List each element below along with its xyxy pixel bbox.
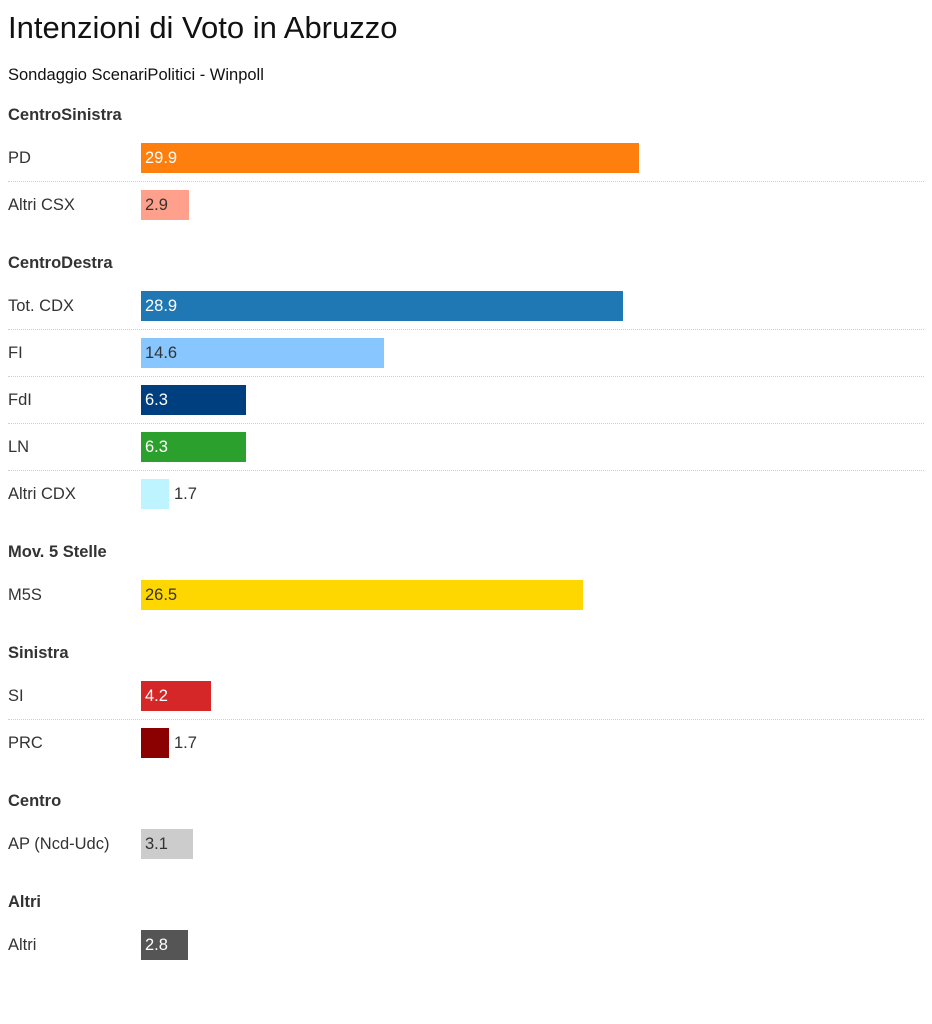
row-divider xyxy=(8,470,924,471)
chart-subtitle: Sondaggio ScenariPolitici - Winpoll xyxy=(8,66,264,84)
category-label: M5S xyxy=(8,586,42,604)
row-divider xyxy=(8,376,924,377)
chart-title: Intenzioni di Voto in Abruzzo xyxy=(8,10,398,45)
category-label: Altri CSX xyxy=(8,196,75,214)
bar xyxy=(141,143,639,173)
value-label: 14.6 xyxy=(145,344,178,362)
bar xyxy=(141,291,623,321)
value-label: 6.3 xyxy=(145,438,168,456)
category-label: Altri xyxy=(8,936,37,954)
row-divider xyxy=(8,719,924,720)
category-label: Altri CDX xyxy=(8,485,76,503)
value-label: 4.2 xyxy=(145,687,168,705)
value-label: 2.9 xyxy=(145,196,168,214)
value-label: 1.7 xyxy=(174,734,197,752)
bar xyxy=(141,580,583,610)
category-label: PD xyxy=(8,149,31,167)
group-label: CentroSinistra xyxy=(8,106,122,124)
bar xyxy=(141,190,189,220)
value-label: 1.7 xyxy=(174,485,197,503)
group-label: Centro xyxy=(8,792,62,810)
bar xyxy=(141,930,188,960)
category-label: Tot. CDX xyxy=(8,297,75,315)
bar xyxy=(141,385,246,415)
value-label: 26.5 xyxy=(145,586,178,604)
bar xyxy=(141,728,169,758)
group-label: Altri xyxy=(8,893,41,911)
bar xyxy=(141,432,246,462)
category-label: AP (Ncd-Udc) xyxy=(8,835,110,853)
bar xyxy=(141,479,169,509)
group-label: Mov. 5 Stelle xyxy=(8,543,107,561)
value-label: 29.9 xyxy=(145,149,178,167)
group-label: CentroDestra xyxy=(8,254,113,272)
row-divider xyxy=(8,329,924,330)
group-label: Sinistra xyxy=(8,644,69,662)
value-label: 6.3 xyxy=(145,391,168,409)
category-label: LN xyxy=(8,438,30,456)
row-divider xyxy=(8,181,924,182)
category-label: FdI xyxy=(8,391,32,409)
bar xyxy=(141,681,211,711)
category-label: PRC xyxy=(8,734,43,752)
bar xyxy=(141,829,193,859)
bar xyxy=(141,338,384,368)
value-label: 2.8 xyxy=(145,936,168,954)
category-label: SI xyxy=(8,687,24,705)
row-divider xyxy=(8,423,924,424)
value-label: 28.9 xyxy=(145,297,178,315)
value-label: 3.1 xyxy=(145,835,168,853)
category-label: FI xyxy=(8,344,23,362)
